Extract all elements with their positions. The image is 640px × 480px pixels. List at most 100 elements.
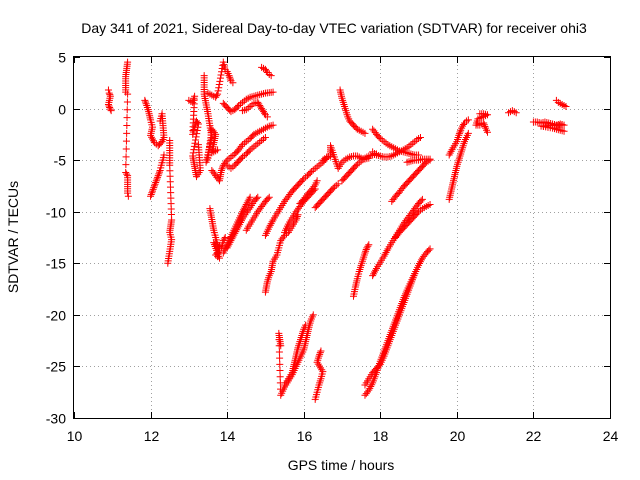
data-point-marker [155,170,163,178]
data-point-marker [237,142,245,150]
series-track-17 [223,193,262,252]
data-point-marker [156,168,164,176]
x-tick-label: 12 [144,428,160,444]
data-point-marker [425,246,433,254]
data-point-marker [225,72,233,80]
data-point-marker [231,229,239,237]
data-point-marker [106,104,114,112]
data-point-marker [313,177,321,185]
y-axis-label: SDTVAR / TECUs [5,181,21,293]
data-point-marker [309,311,317,319]
data-point-marker [298,176,306,184]
series-track-1 [104,86,115,115]
data-point-marker [361,249,369,257]
data-point-marker [512,109,520,117]
data-point-marker [241,202,249,210]
data-point-marker [416,258,424,266]
data-point-marker [426,245,434,253]
data-point-marker [147,131,155,139]
x-tick-label: 20 [450,428,466,444]
data-point-marker [152,177,160,185]
data-point-marker [456,128,464,136]
series-track-37 [361,270,419,399]
data-point-marker [416,260,424,268]
series-track-15 [242,193,273,234]
plot-frame [73,56,611,419]
data-point-marker [221,234,229,241]
data-point-marker [122,145,130,153]
data-point-marker [417,256,425,264]
series-track-24 [311,347,327,403]
data-point-marker [240,204,248,212]
series-track-2 [122,58,132,200]
data-point-marker [190,142,198,150]
data-point-marker [147,192,155,200]
data-point-marker [246,193,254,201]
data-point-marker [276,373,284,381]
data-point-marker [448,146,456,154]
data-point-marker [302,321,310,329]
data-point-marker [215,81,223,89]
data-point-marker [369,272,377,280]
data-point-marker [293,213,301,221]
series-track-3 [141,96,168,150]
data-point-marker [210,129,218,137]
series-track-10 [208,121,277,185]
data-point-marker [293,214,301,222]
series-track-4 [147,151,168,200]
data-point-marker [446,149,454,157]
series-track-13 [238,98,271,121]
data-point-marker [316,350,324,358]
data-point-marker [105,89,113,97]
y-tick-label: -20 [46,308,66,324]
data-point-marker [242,200,250,208]
data-point-marker [364,242,372,250]
data-point-marker [365,241,373,249]
data-point-marker [460,121,468,129]
series-track-38 [445,129,472,203]
series-track-30 [369,133,424,161]
y-tick-labels: -30 -25 -20 -15 -10 -5 0 5 [46,50,66,427]
data-point-marker [193,126,201,134]
data-point-marker [148,133,156,141]
data-point-marker [122,153,130,161]
data-point-marker [455,130,463,138]
data-point-marker [149,185,157,193]
series-track-7 [200,72,222,166]
data-point-marker [352,162,360,170]
data-point-marker [380,252,388,260]
series-track-33 [349,241,373,300]
data-point-marker [124,90,132,98]
y-tick-label: 0 [58,102,66,118]
data-point-marker [233,103,241,111]
y-tick-label: -25 [46,359,66,375]
data-point-marker [382,248,390,256]
y-tick-label: 5 [58,50,66,66]
series-track-20 [296,177,321,207]
data-point-marker [215,84,223,92]
series-track-12 [219,88,277,116]
data-point-marker [227,237,235,245]
data-point-marker [123,121,131,129]
data-point-marker [455,131,463,139]
series-track-41 [505,107,520,117]
axis-ticks [74,57,611,419]
data-point-marker [364,388,372,396]
data-point-marker [194,123,202,131]
data-point-marker [306,169,314,177]
data-point-marker [225,240,233,248]
data-point-marker [148,189,156,197]
data-point-marker [223,244,231,252]
data-point-marker [560,127,568,135]
data-point-marker [148,135,156,143]
data-point-marker [483,128,491,136]
data-point-marker [235,222,243,230]
x-tick-labels: 10 12 14 16 18 20 22 24 [67,428,619,444]
data-point-marker [292,216,300,224]
x-tick-label: 14 [220,428,236,444]
data-point-marker [269,88,277,96]
data-point-marker [275,348,283,356]
data-point-marker [245,147,253,155]
data-point-marker [224,242,232,250]
data-point-marker [239,206,247,214]
